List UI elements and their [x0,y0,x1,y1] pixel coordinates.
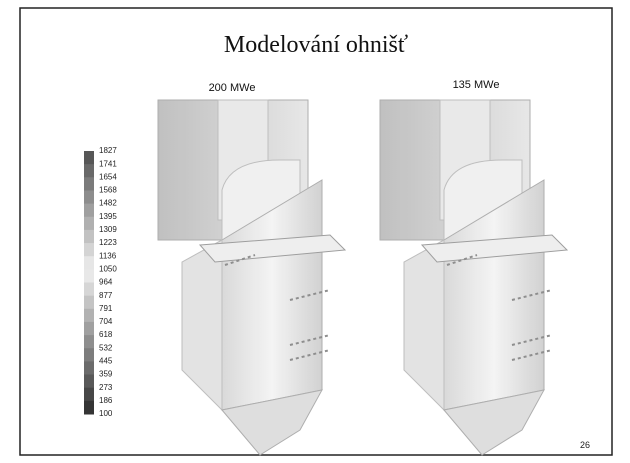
colorbar-label: 704 [99,317,113,326]
colorbar-swatch [84,283,94,297]
colorbar-swatch [84,361,94,375]
colorbar-swatch [84,243,94,257]
colorbar-label: 532 [99,343,113,352]
colorbar-swatch [84,190,94,204]
slide: Modelování ohnišť 200 MWe 135 MWe 1827 17… [0,0,630,463]
colorbar-swatch [84,256,94,270]
colorbar-label: 1568 [99,186,117,195]
colorbar-label: 1654 [99,172,117,181]
colorbar-label: 1827 [99,146,117,155]
colorbar-label: 1482 [99,199,117,208]
slide-title: Modelování ohnišť [224,32,408,58]
colorbar-swatch [84,164,94,178]
colorbar-label: 1223 [99,238,117,247]
colorbar-swatch [84,177,94,191]
page-number: 26 [580,440,590,450]
colorbar-label: 791 [99,304,113,313]
colorbar-swatch [84,204,94,218]
colorbar-label: 100 [99,409,113,418]
colorbar-label: 186 [99,396,113,405]
colorbar-label: 618 [99,330,113,339]
colorbar-label: 877 [99,291,113,300]
colorbar-label: 359 [99,370,113,379]
colorbar-label: 445 [99,357,113,366]
panel-label: 200 MWe [209,82,256,94]
colorbar-label: 1136 [99,251,117,260]
colorbar-label: 1395 [99,212,117,221]
colorbar-label: 1741 [99,159,117,168]
colorbar-swatch [84,269,94,283]
colorbar-swatch [84,217,94,231]
colorbar-swatch [84,151,94,165]
colorbar-label: 273 [99,383,113,392]
colorbar-swatch [84,230,94,244]
colorbar-label: 1050 [99,264,117,273]
colorbar-swatch [84,335,94,349]
colorbar: 1827 1741 1654 1568 1482 1395 1309 1223 1136 1050… [84,146,117,418]
colorbar-swatch [84,296,94,310]
colorbar-label: 1309 [99,225,117,234]
colorbar-swatch [84,375,94,389]
colorbar-swatch [84,309,94,323]
colorbar-swatch [84,322,94,336]
colorbar-swatch [84,348,94,362]
colorbar-swatch [84,401,94,415]
panel-label: 135 MWe [453,79,500,91]
colorbar-swatch [84,388,94,402]
colorbar-label: 964 [99,278,113,287]
